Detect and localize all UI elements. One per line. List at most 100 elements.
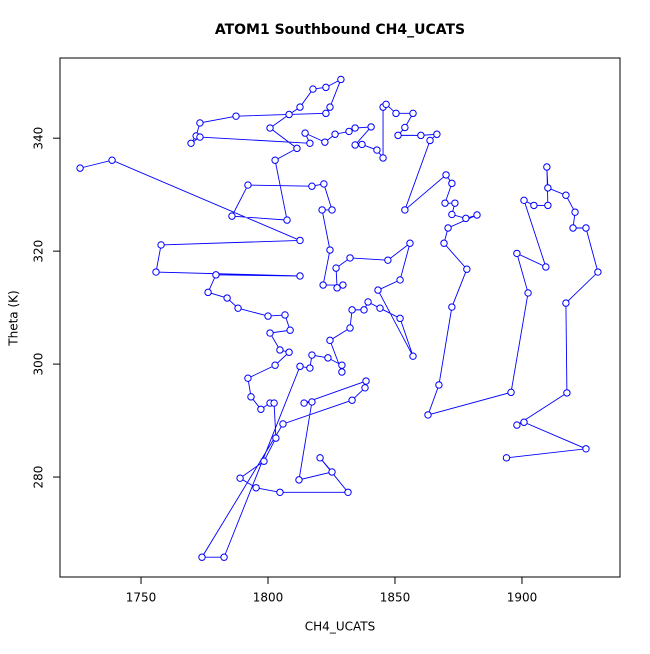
data-point: [318, 206, 326, 214]
data-point: [401, 123, 409, 132]
data-point: [448, 210, 456, 219]
data-point: [244, 374, 252, 382]
data-point: [187, 139, 195, 147]
data-point: [333, 284, 341, 292]
data-point: [351, 124, 359, 132]
data-point: [571, 208, 579, 216]
data-point: [348, 396, 356, 404]
data-point: [409, 109, 417, 118]
data-point: [306, 364, 314, 372]
data-point: [276, 488, 284, 496]
plot-frame: [59, 57, 621, 578]
data-point: [337, 75, 345, 84]
y-tick-label: 320: [32, 240, 46, 263]
data-point: [417, 131, 425, 140]
data-point: [296, 236, 304, 245]
data-point: [362, 377, 370, 385]
data-point: [339, 281, 347, 289]
data-point: [364, 298, 372, 306]
x-tick-label: 1750: [126, 591, 157, 605]
data-point: [448, 303, 456, 311]
data-point: [542, 263, 550, 271]
data-point: [272, 434, 280, 442]
data-point: [401, 206, 409, 214]
data-point: [507, 388, 515, 397]
y-tick-label: 340: [32, 127, 46, 150]
data-point: [338, 368, 346, 376]
data-point: [228, 212, 236, 220]
data-point: [448, 179, 456, 188]
data-point: [367, 123, 375, 131]
data-point: [196, 133, 204, 141]
y-tick-label: 280: [32, 466, 46, 489]
data-point: [351, 141, 359, 149]
data-point: [594, 268, 602, 276]
data-point: [271, 156, 279, 164]
data-point: [212, 271, 220, 279]
data-point: [373, 146, 381, 154]
data-point: [384, 256, 392, 264]
data-point: [441, 199, 449, 207]
data-point: [279, 420, 287, 428]
data-point: [322, 109, 330, 118]
data-point: [360, 306, 368, 314]
data-point: [530, 201, 538, 210]
data-point: [569, 224, 577, 232]
data-point: [204, 288, 212, 297]
data-point: [502, 454, 511, 462]
data-point: [301, 129, 309, 137]
data-point: [332, 264, 340, 272]
data-point: [300, 399, 308, 407]
data-point: [296, 103, 304, 111]
data-point: [345, 127, 353, 136]
data-point: [308, 182, 316, 190]
x-axis-label: CH4_UCATS: [305, 620, 375, 634]
data-point: [306, 139, 314, 147]
data-point: [344, 488, 352, 496]
data-point: [379, 154, 387, 162]
data-point: [321, 138, 329, 146]
data-point: [582, 224, 590, 232]
data-point: [324, 354, 332, 362]
data-point: [196, 119, 204, 127]
data-point: [392, 109, 400, 118]
data-point: [338, 361, 346, 369]
data-point: [264, 312, 272, 320]
data-point: [285, 110, 293, 119]
y-tick-label: 300: [32, 353, 46, 376]
data-point: [316, 454, 324, 462]
data-point: [406, 239, 414, 247]
data-point: [440, 239, 448, 247]
data-point: [326, 336, 334, 345]
data-point: [563, 389, 571, 397]
data-point: [462, 214, 470, 223]
data-point: [328, 468, 336, 476]
data-point: [473, 211, 481, 219]
x-tick-label: 1850: [380, 591, 411, 605]
x-tick-label: 1800: [253, 591, 284, 605]
data-point: [442, 171, 450, 179]
data-point: [152, 268, 160, 276]
data-point: [513, 421, 521, 429]
data-point: [463, 265, 471, 273]
data-point: [244, 181, 252, 189]
data-point: [435, 381, 443, 389]
data-point: [358, 140, 366, 149]
data-point: [524, 289, 532, 297]
data-point: [309, 85, 317, 93]
data-point: [236, 474, 244, 482]
data-point: [394, 131, 402, 140]
data-point: [295, 476, 303, 484]
data-point: [520, 196, 528, 205]
data-point: [543, 163, 551, 171]
data-point: [396, 276, 404, 284]
data-point: [308, 351, 316, 359]
data-point: [374, 286, 382, 294]
y-axis-label: Theta (K): [7, 290, 21, 346]
data-point: [223, 294, 231, 302]
data-point: [285, 348, 293, 356]
data-point: [108, 156, 116, 164]
data-point: [320, 180, 328, 188]
data-point: [451, 199, 459, 207]
